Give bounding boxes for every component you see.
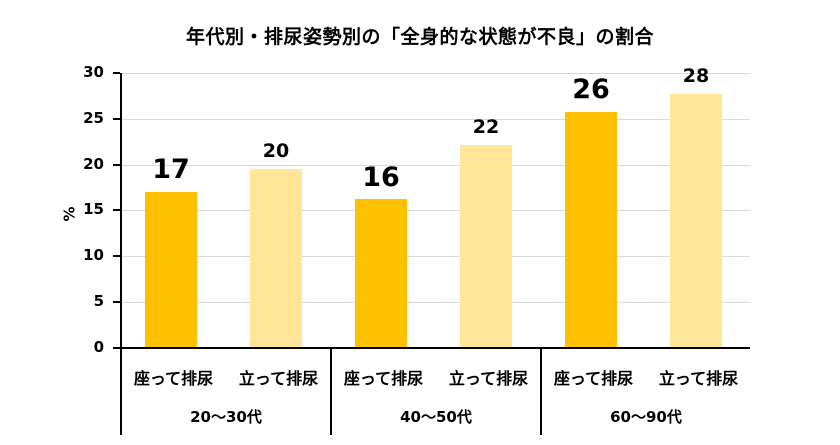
gridline-10 bbox=[120, 256, 750, 257]
y-tick bbox=[113, 72, 120, 74]
bar-40-50-sitting bbox=[355, 199, 407, 348]
category-label: 立って排尿 bbox=[238, 369, 319, 388]
bar-60-90-standing bbox=[670, 94, 722, 348]
bar-60-90-sitting bbox=[565, 112, 617, 348]
y-tick-label: 10 bbox=[83, 246, 104, 264]
y-tick bbox=[113, 164, 120, 166]
group-separator bbox=[330, 348, 332, 435]
bar-40-50-standing bbox=[460, 145, 512, 348]
gridline-20 bbox=[120, 165, 750, 166]
chart-title: 年代別・排尿姿勢別の「全身的な状態が不良」の割合 bbox=[185, 26, 654, 48]
y-tick bbox=[113, 118, 120, 120]
y-axis bbox=[120, 73, 122, 435]
y-tick bbox=[113, 255, 120, 257]
gridline-30 bbox=[120, 73, 750, 74]
category-label: 座って排尿 bbox=[553, 369, 634, 388]
value-label: 16 bbox=[362, 162, 400, 193]
value-label: 22 bbox=[472, 116, 500, 138]
y-tick bbox=[113, 347, 120, 349]
x-axis bbox=[120, 347, 750, 349]
bar-20-30-standing bbox=[250, 169, 302, 348]
gridline-25 bbox=[120, 119, 750, 120]
y-tick-label: 15 bbox=[83, 200, 104, 218]
group-separator bbox=[540, 348, 542, 435]
gridline-5 bbox=[120, 302, 750, 303]
y-tick bbox=[113, 209, 120, 211]
gridline-15 bbox=[120, 210, 750, 211]
group-label: 40〜50代 bbox=[400, 408, 472, 426]
y-tick-label: 20 bbox=[83, 155, 104, 173]
y-tick-label: 0 bbox=[93, 338, 104, 356]
category-label: 座って排尿 bbox=[133, 369, 214, 388]
y-axis-title: % bbox=[60, 206, 79, 222]
category-label: 座って排尿 bbox=[343, 369, 424, 388]
plot-area bbox=[120, 73, 750, 348]
bar-20-30-sitting bbox=[145, 192, 197, 348]
value-label: 26 bbox=[572, 74, 610, 105]
y-tick-label: 5 bbox=[93, 292, 104, 310]
y-tick-label: 25 bbox=[83, 109, 104, 127]
group-label: 60〜90代 bbox=[610, 408, 682, 426]
group-label: 20〜30代 bbox=[190, 408, 262, 426]
value-label: 28 bbox=[682, 65, 710, 87]
category-label: 立って排尿 bbox=[448, 369, 529, 388]
value-label: 17 bbox=[152, 154, 190, 185]
y-tick-label: 30 bbox=[83, 63, 104, 81]
y-tick bbox=[113, 301, 120, 303]
value-label: 20 bbox=[262, 140, 290, 162]
category-label: 立って排尿 bbox=[658, 369, 739, 388]
